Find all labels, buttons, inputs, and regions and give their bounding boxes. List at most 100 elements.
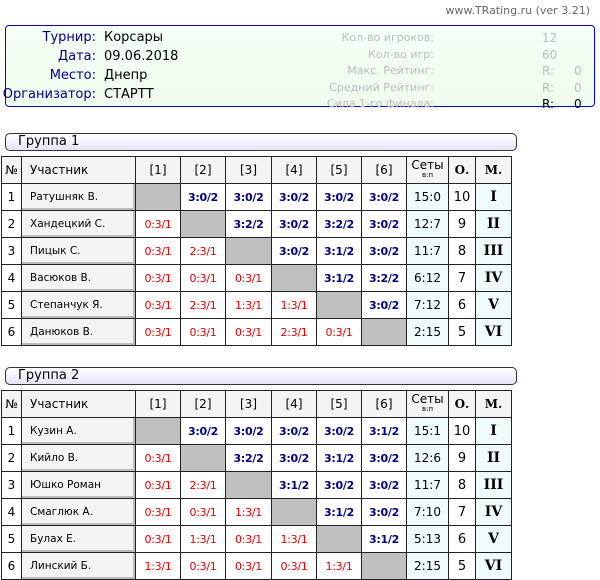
- match-result: 3:2/2: [369, 272, 399, 285]
- match-result: 2:3/1: [189, 479, 217, 492]
- header-opponent-col: [6]: [361, 390, 407, 418]
- participant-name[interactable]: Ратушняк В.: [21, 183, 136, 211]
- table-header-row: № Участник [1] [2] [3] [4] [5] [6] Сеты в:п О. М.: [1, 390, 512, 418]
- header-sets: Сеты в:п: [406, 156, 449, 184]
- match-result: 3:2/2: [324, 218, 354, 231]
- group-title: Группа 1: [5, 133, 517, 151]
- row-number: 6: [1, 318, 22, 346]
- match-result-cell: 3:0/2: [361, 444, 407, 472]
- match-result-cell: 3:1/2: [361, 525, 407, 553]
- diagonal-cell: [271, 498, 317, 526]
- row-number: 3: [1, 237, 22, 265]
- match-result-cell: 3:1/2: [271, 471, 317, 499]
- match-result: 3:0/2: [369, 479, 399, 492]
- place-value: Днепр: [104, 68, 148, 83]
- participant-name[interactable]: Кузин А.: [21, 417, 136, 445]
- row-number: 5: [1, 291, 22, 319]
- row-number: 2: [1, 444, 22, 472]
- match-result: 2:3/1: [189, 245, 217, 258]
- match-result-cell: 1:3/1: [180, 525, 226, 553]
- match-result-cell: 3:0/2: [361, 210, 407, 238]
- match-result-cell: 3:0/2: [316, 417, 362, 445]
- diagonal-cell: [271, 264, 317, 292]
- organizer-value: СТАРТТ: [104, 87, 154, 102]
- participant-name[interactable]: Пицык С.: [21, 237, 136, 265]
- participant-name[interactable]: Линский Б.: [21, 552, 136, 580]
- match-result-cell: 3:0/2: [271, 210, 317, 238]
- diagonal-cell: [225, 237, 272, 265]
- match-result: 3:0/2: [188, 425, 218, 438]
- match-result-cell: 3:2/2: [225, 210, 272, 238]
- diagonal-cell: [361, 318, 407, 346]
- points-total: 7: [448, 498, 476, 526]
- match-result-cell: 0:3/1: [135, 498, 181, 526]
- match-result-cell: 3:2/2: [225, 444, 272, 472]
- points-total: 9: [448, 444, 476, 472]
- points-total: 5: [448, 552, 476, 580]
- final-place: IV: [475, 264, 512, 292]
- match-result: 3:1/2: [324, 452, 354, 465]
- row-number: 3: [1, 471, 22, 499]
- match-result: 0:3/1: [189, 272, 217, 285]
- table-row: 3 Юшко Роман 0:3/1 2:3/1 3:1/2 3:0/2 3:0/2 11:7…: [1, 471, 512, 499]
- match-result-cell: 3:1/2: [316, 237, 362, 265]
- match-result: 3:0/2: [369, 245, 399, 258]
- group-table: № Участник [1] [2] [3] [4] [5] [6] Сеты в:п О. М. 1 Р…: [1, 156, 512, 346]
- match-result-cell: 0:3/1: [180, 552, 226, 580]
- table-row: 2 Кийло В. 0:3/1 3:2/2 3:0/2 3:1/2 3:0/2 12:6 9 I…: [1, 444, 512, 472]
- sets-total: 6:12: [406, 264, 449, 292]
- diagonal-cell: [135, 417, 181, 445]
- sets-total: 11:7: [406, 237, 449, 265]
- match-result-cell: 2:3/1: [180, 237, 226, 265]
- match-result: 0:3/1: [280, 560, 308, 573]
- match-result: 0:3/1: [144, 299, 172, 312]
- match-result: 3:0/2: [279, 425, 309, 438]
- match-result-cell: 0:3/1: [225, 552, 272, 580]
- participant-name[interactable]: Кийло В.: [21, 444, 136, 472]
- header-place: М.: [475, 390, 512, 418]
- participant-name[interactable]: Данюков В.: [21, 318, 136, 346]
- match-result: 0:3/1: [325, 326, 353, 339]
- participant-name[interactable]: Смаглюк А.: [21, 498, 136, 526]
- match-result: 3:1/2: [279, 479, 309, 492]
- match-result-cell: 2:3/1: [180, 471, 226, 499]
- match-result-cell: 3:0/2: [361, 183, 407, 211]
- row-number: 4: [1, 498, 22, 526]
- diagonal-cell: [361, 552, 407, 580]
- participant-name[interactable]: Хандецкий С.: [21, 210, 136, 238]
- match-result: 0:3/1: [189, 326, 217, 339]
- match-result: 1:3/1: [144, 560, 172, 573]
- header-participant: Участник: [21, 390, 136, 418]
- match-result-cell: 3:0/2: [361, 291, 407, 319]
- points-total: 5: [448, 318, 476, 346]
- points-total: 8: [448, 237, 476, 265]
- header-opponent-col: [2]: [180, 156, 226, 184]
- row-number: 6: [1, 552, 22, 580]
- date-label: Дата:: [57, 49, 96, 64]
- participant-name[interactable]: Степанчук Я.: [21, 291, 136, 319]
- match-result: 1:3/1: [325, 560, 353, 573]
- match-result: 2:3/1: [280, 326, 308, 339]
- match-result-cell: 0:3/1: [180, 498, 226, 526]
- diagonal-cell: [180, 210, 226, 238]
- match-result: 3:1/2: [324, 245, 354, 258]
- match-result: 3:1/2: [369, 533, 399, 546]
- match-result: 0:3/1: [235, 560, 262, 573]
- header-opponent-col: [3]: [225, 390, 272, 418]
- match-result: 3:0/2: [279, 191, 309, 204]
- match-result-cell: 3:0/2: [271, 237, 317, 265]
- sets-total: 12:7: [406, 210, 449, 238]
- match-result-cell: 3:0/2: [271, 183, 317, 211]
- match-result: 3:1/2: [369, 425, 399, 438]
- match-result: 1:3/1: [280, 299, 308, 312]
- version-label: www.TRating.ru (ver 3.21): [445, 4, 590, 17]
- match-result: 1:3/1: [280, 533, 308, 546]
- match-result: 3:2/2: [233, 218, 264, 231]
- match-result-cell: 3:0/2: [361, 237, 407, 265]
- match-result: 0:3/1: [144, 533, 172, 546]
- participant-name[interactable]: Васюков В.: [21, 264, 136, 292]
- diagonal-cell: [135, 183, 181, 211]
- participant-name[interactable]: Юшко Роман: [21, 471, 136, 499]
- participant-name[interactable]: Булах Е.: [21, 525, 136, 553]
- table-row: 6 Данюков В. 0:3/1 0:3/1 0:3/1 2:3/1 0:3/1 2:15…: [1, 318, 512, 346]
